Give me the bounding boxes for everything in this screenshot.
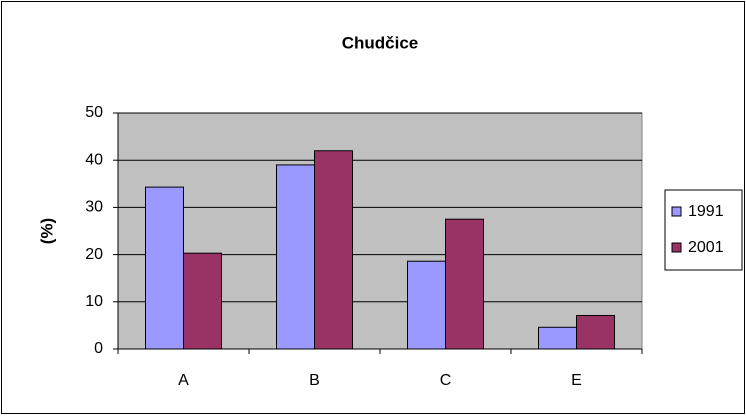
y-tick-label: 40 xyxy=(85,151,103,168)
bar xyxy=(145,186,184,350)
bar xyxy=(407,260,446,350)
x-tick-label: B xyxy=(309,372,320,389)
bar xyxy=(445,218,484,350)
legend-swatch xyxy=(671,206,682,217)
y-tick-label: 10 xyxy=(85,293,103,310)
x-tick-label: E xyxy=(571,372,582,389)
bar xyxy=(576,314,615,350)
bar xyxy=(314,150,353,350)
y-tick-label: 0 xyxy=(94,340,103,357)
bar xyxy=(183,252,222,350)
legend-swatch xyxy=(671,242,682,253)
legend-box xyxy=(664,189,743,271)
bar xyxy=(276,164,315,350)
y-tick-label: 30 xyxy=(85,199,103,216)
x-tick-label: C xyxy=(440,372,452,389)
chart-title: Chudčice xyxy=(342,33,419,52)
y-tick-label: 50 xyxy=(85,104,103,121)
legend-label: 1991 xyxy=(688,203,724,220)
x-tick-label: A xyxy=(178,372,189,389)
legend-label: 2001 xyxy=(688,239,724,256)
y-axis-label: (%) xyxy=(37,218,56,244)
y-tick-label: 20 xyxy=(85,246,103,263)
bar xyxy=(538,326,577,350)
